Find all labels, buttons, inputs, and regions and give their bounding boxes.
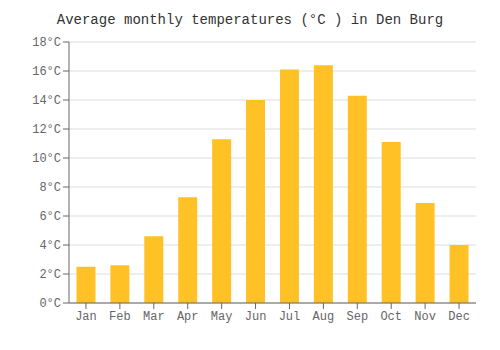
svg-text:4°C: 4°C xyxy=(39,239,61,253)
svg-text:Feb: Feb xyxy=(109,310,131,324)
svg-text:0°C: 0°C xyxy=(39,297,61,311)
svg-text:Aug: Aug xyxy=(313,310,335,324)
svg-text:6°C: 6°C xyxy=(39,210,61,224)
svg-text:Jul: Jul xyxy=(279,310,301,324)
svg-text:8°C: 8°C xyxy=(39,181,61,195)
svg-text:Dec: Dec xyxy=(448,310,470,324)
svg-text:14°C: 14°C xyxy=(32,94,61,108)
svg-text:Mar: Mar xyxy=(143,310,165,324)
svg-text:Apr: Apr xyxy=(177,310,199,324)
svg-text:Jan: Jan xyxy=(75,310,97,324)
svg-text:Oct: Oct xyxy=(380,310,402,324)
svg-text:16°C: 16°C xyxy=(32,65,61,79)
svg-text:18°C: 18°C xyxy=(32,36,61,50)
svg-text:Sep: Sep xyxy=(346,310,368,324)
svg-text:May: May xyxy=(211,310,233,324)
html-text:Average monthly temperatures (: Average monthly temperatures (°C ) in De… xyxy=(56,12,444,28)
svg-text:Nov: Nov xyxy=(414,310,436,324)
svg-text:Jun: Jun xyxy=(245,310,267,324)
svg-text:2°C: 2°C xyxy=(39,268,61,282)
svg-text:10°C: 10°C xyxy=(32,152,61,166)
svg-text:12°C: 12°C xyxy=(32,123,61,137)
